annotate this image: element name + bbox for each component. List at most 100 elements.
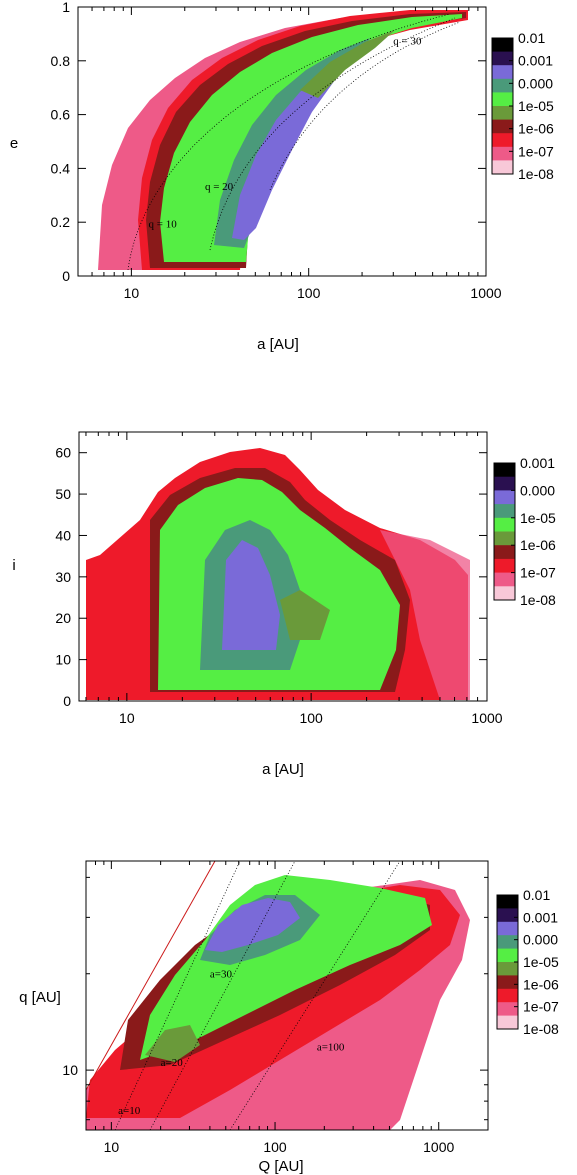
colorbar-label: 1e-06 xyxy=(523,976,559,992)
colorbar-swatch xyxy=(494,545,515,560)
colorbar-swatch xyxy=(492,119,513,134)
y-axis-title-a-i: i xyxy=(12,557,15,574)
colorbar-label: 1e-08 xyxy=(523,1021,559,1037)
boundary-q-equals-Q xyxy=(86,861,216,1091)
colorbar-swatch xyxy=(497,935,518,950)
curve-annotation: a=100 xyxy=(317,1042,345,1054)
x-tick-label: 100 xyxy=(297,285,321,301)
colorbar-swatch xyxy=(492,51,513,66)
x-ticks-Q-q: 10 100 1000 xyxy=(85,861,489,1155)
x-tick-label: 10 xyxy=(104,1139,120,1155)
colorbar-label: 0.000 xyxy=(520,482,555,498)
colorbar-swatch xyxy=(494,558,515,574)
x-ticks-a-i: 10 100 1000 xyxy=(85,432,503,726)
colorbar-swatch xyxy=(497,948,518,963)
region-sparse-pink xyxy=(98,10,468,270)
region-purple xyxy=(222,540,280,650)
colorbar-swatch xyxy=(492,38,513,53)
panel-a-e: 10 100 1000 00.20.40.60.81 q = 30q = 20q =… xyxy=(10,0,554,353)
y-tick-label: 1 xyxy=(62,0,70,15)
curve-annotation: q = 30 xyxy=(393,36,422,48)
annotations-a-e: q = 30 q = 20 q = 10 xyxy=(149,36,422,231)
colorbar-swatch xyxy=(492,92,513,107)
curve-annotation: a=30 xyxy=(210,968,233,980)
panel-Q-q: 10 100 1000 10 a=30 a=20 a=100 a=10 Q [AU] q … xyxy=(19,860,559,1175)
colorbar-swatch xyxy=(492,146,513,161)
y-tick-label: 10 xyxy=(62,1062,78,1078)
colorbar-swatch xyxy=(494,572,515,587)
region-purple xyxy=(205,898,300,952)
colorbar-label: 0.001 xyxy=(518,53,553,69)
y-axis-title-Q-q: q [AU] xyxy=(19,989,61,1006)
colorbar-swatch xyxy=(494,463,515,478)
x-tick-label: 10 xyxy=(124,285,140,301)
x-axis-title-a-e: a [AU] xyxy=(257,336,299,353)
x-axis-title-a-i: a [AU] xyxy=(262,761,304,778)
colorbar-swatch xyxy=(497,988,518,1003)
y-tick-label: 10 xyxy=(55,652,71,668)
x-tick-label: 100 xyxy=(263,1139,287,1155)
y-tick-label: 50 xyxy=(55,486,71,502)
y-tick-label: 60 xyxy=(55,445,71,461)
curve-q20 xyxy=(209,17,456,251)
colorbar-label: 1e-08 xyxy=(520,592,556,608)
colorbar-swatch xyxy=(497,975,518,990)
colorbar-swatch xyxy=(494,504,515,519)
x-ticks-a-e: 10 100 1000 xyxy=(77,7,502,301)
colorbar-swatch xyxy=(494,517,515,532)
colorbar-label: 1e-07 xyxy=(520,565,556,581)
x-tick-label: 1000 xyxy=(470,285,501,301)
colorbar-swatch xyxy=(497,1002,518,1017)
colorbar-label: 1e-06 xyxy=(520,537,556,553)
curve-q10 xyxy=(127,13,451,271)
y-ticks-Q-q: 10 xyxy=(62,876,488,1121)
plot-frame-Q-q xyxy=(85,860,489,1131)
y-tick-label: 0.8 xyxy=(51,53,71,69)
heatmap-Q-q xyxy=(86,861,470,1130)
heatmap-a-e xyxy=(98,10,468,271)
region-olive xyxy=(145,1025,200,1062)
colorbar-a-e: 0.01 0.001 0.000 1e-05 1e-06 1e-07 1e-08 xyxy=(491,30,554,182)
colorbar-label: 1e-05 xyxy=(518,98,554,114)
colorbar-label: 0.000 xyxy=(523,932,558,948)
colorbar-swatch xyxy=(497,908,518,923)
y-tick-label: 0.2 xyxy=(51,214,71,230)
colorbar-swatch xyxy=(492,65,513,80)
y-tick-label: 0 xyxy=(63,693,71,709)
colorbar-label: 1e-08 xyxy=(518,166,554,182)
colorbar-a-i: 0.001 0.000 1e-05 1e-06 1e-07 1e-08 xyxy=(493,455,556,608)
y-tick-label: 20 xyxy=(55,610,71,626)
region-green xyxy=(160,14,462,262)
y-tick-label: 0.4 xyxy=(51,160,71,176)
curve-annotation: a=10 xyxy=(118,1105,141,1117)
colorbar-frame xyxy=(493,462,516,601)
colorbar-label: 1e-06 xyxy=(518,121,554,137)
colorbar-swatch xyxy=(497,962,518,976)
plot-frame-a-e xyxy=(77,6,487,277)
colorbar-label: 1e-07 xyxy=(518,143,554,159)
x-axis-title-Q-q: Q [AU] xyxy=(258,1158,303,1175)
colorbar-swatch xyxy=(492,106,513,121)
y-tick-label: 40 xyxy=(55,527,71,543)
colorbar-swatch xyxy=(492,133,513,148)
colorbar-swatch xyxy=(497,921,518,936)
colorbar-label: 1e-07 xyxy=(523,999,559,1015)
y-ticks-a-i: 0 10 20 30 40 50 60 xyxy=(55,445,487,709)
line-a100 xyxy=(229,861,401,1130)
colorbar-label: 0.001 xyxy=(523,909,558,925)
x-tick-label: 100 xyxy=(299,710,323,726)
colorbar-label: 1e-05 xyxy=(523,954,559,970)
colorbar-label: 0.01 xyxy=(518,30,545,46)
colorbar-swatch xyxy=(492,160,513,175)
x-tick-label: 1000 xyxy=(423,1139,454,1155)
colorbar-label: 0.01 xyxy=(523,887,550,903)
region-olive xyxy=(300,30,395,98)
y-tick-label: 0.6 xyxy=(51,107,71,123)
y-axis-title-a-e: e xyxy=(10,135,18,152)
curve-annotation: q = 20 xyxy=(205,181,234,193)
curve-annotation: a=20 xyxy=(161,1057,184,1069)
colorbar-swatch xyxy=(492,78,513,93)
colorbar-swatch xyxy=(497,1015,518,1030)
region-purple xyxy=(232,55,352,240)
